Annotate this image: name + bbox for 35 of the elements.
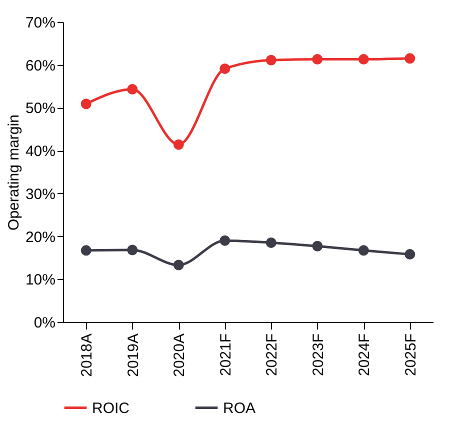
y-axis-title: Operating margin xyxy=(5,114,22,230)
point xyxy=(312,240,323,252)
y-tick-label: 70% xyxy=(25,14,56,32)
point xyxy=(173,260,184,270)
x-tick-label: 2022F xyxy=(264,334,281,376)
point xyxy=(312,54,323,65)
point xyxy=(358,245,369,256)
y-tick-label: 60% xyxy=(25,57,56,74)
point xyxy=(266,54,276,66)
x-tick-label: 2021F xyxy=(217,334,234,376)
x-tick-label: 2023F xyxy=(310,334,327,376)
point xyxy=(127,84,138,95)
x-tick-label: 2020A xyxy=(171,334,188,377)
legend-label: ROIC xyxy=(92,400,130,417)
point xyxy=(80,98,92,110)
point xyxy=(404,249,416,260)
y-tick-label: 30% xyxy=(25,186,56,203)
x-tick-label: 2024F xyxy=(356,334,374,376)
y-tick-label: 0% xyxy=(34,314,56,332)
point xyxy=(404,53,416,64)
x-tick-label: 2018A xyxy=(78,334,96,377)
y-tick-label: 40% xyxy=(25,143,56,160)
point xyxy=(80,245,92,256)
point xyxy=(266,237,276,248)
y-tick-label: 20% xyxy=(25,228,56,246)
x-tick-label: 2025F xyxy=(402,334,420,376)
legend-label: ROA xyxy=(223,400,256,417)
point xyxy=(220,63,230,74)
point xyxy=(173,139,184,150)
x-tick-label: 2019A xyxy=(124,334,142,377)
y-tick-label: 10% xyxy=(25,272,56,289)
point xyxy=(220,235,230,246)
point xyxy=(358,54,369,65)
point xyxy=(127,244,138,256)
y-tick-label: 50% xyxy=(25,100,56,118)
